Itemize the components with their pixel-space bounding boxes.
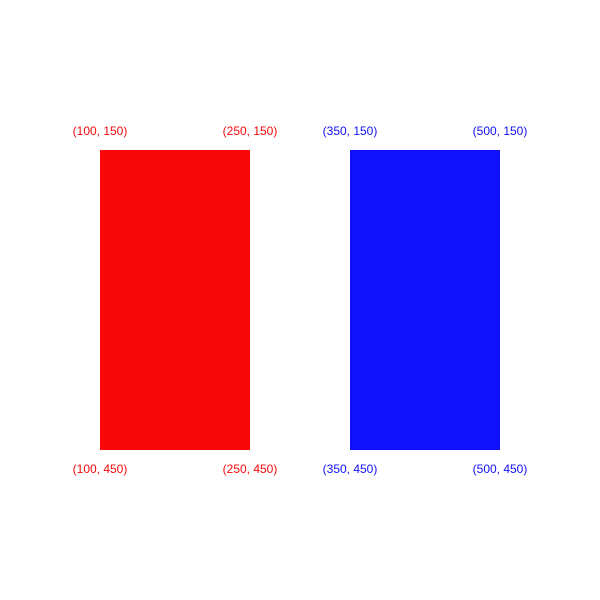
red-rectangle-top-left-label: (100, 150) [72,124,128,138]
red-rectangle-bottom-right-label: (250, 450) [222,462,278,476]
blue-rectangle-top-left-label: (350, 150) [322,124,378,138]
red-rectangle-bottom-left-label: (100, 450) [72,462,128,476]
red-rectangle [100,150,250,450]
blue-rectangle-top-right-label: (500, 150) [472,124,528,138]
blue-rectangle-bottom-right-label: (500, 450) [472,462,528,476]
red-rectangle-top-right-label: (250, 150) [222,124,278,138]
blue-rectangle [350,150,500,450]
blue-rectangle-bottom-left-label: (350, 450) [322,462,378,476]
